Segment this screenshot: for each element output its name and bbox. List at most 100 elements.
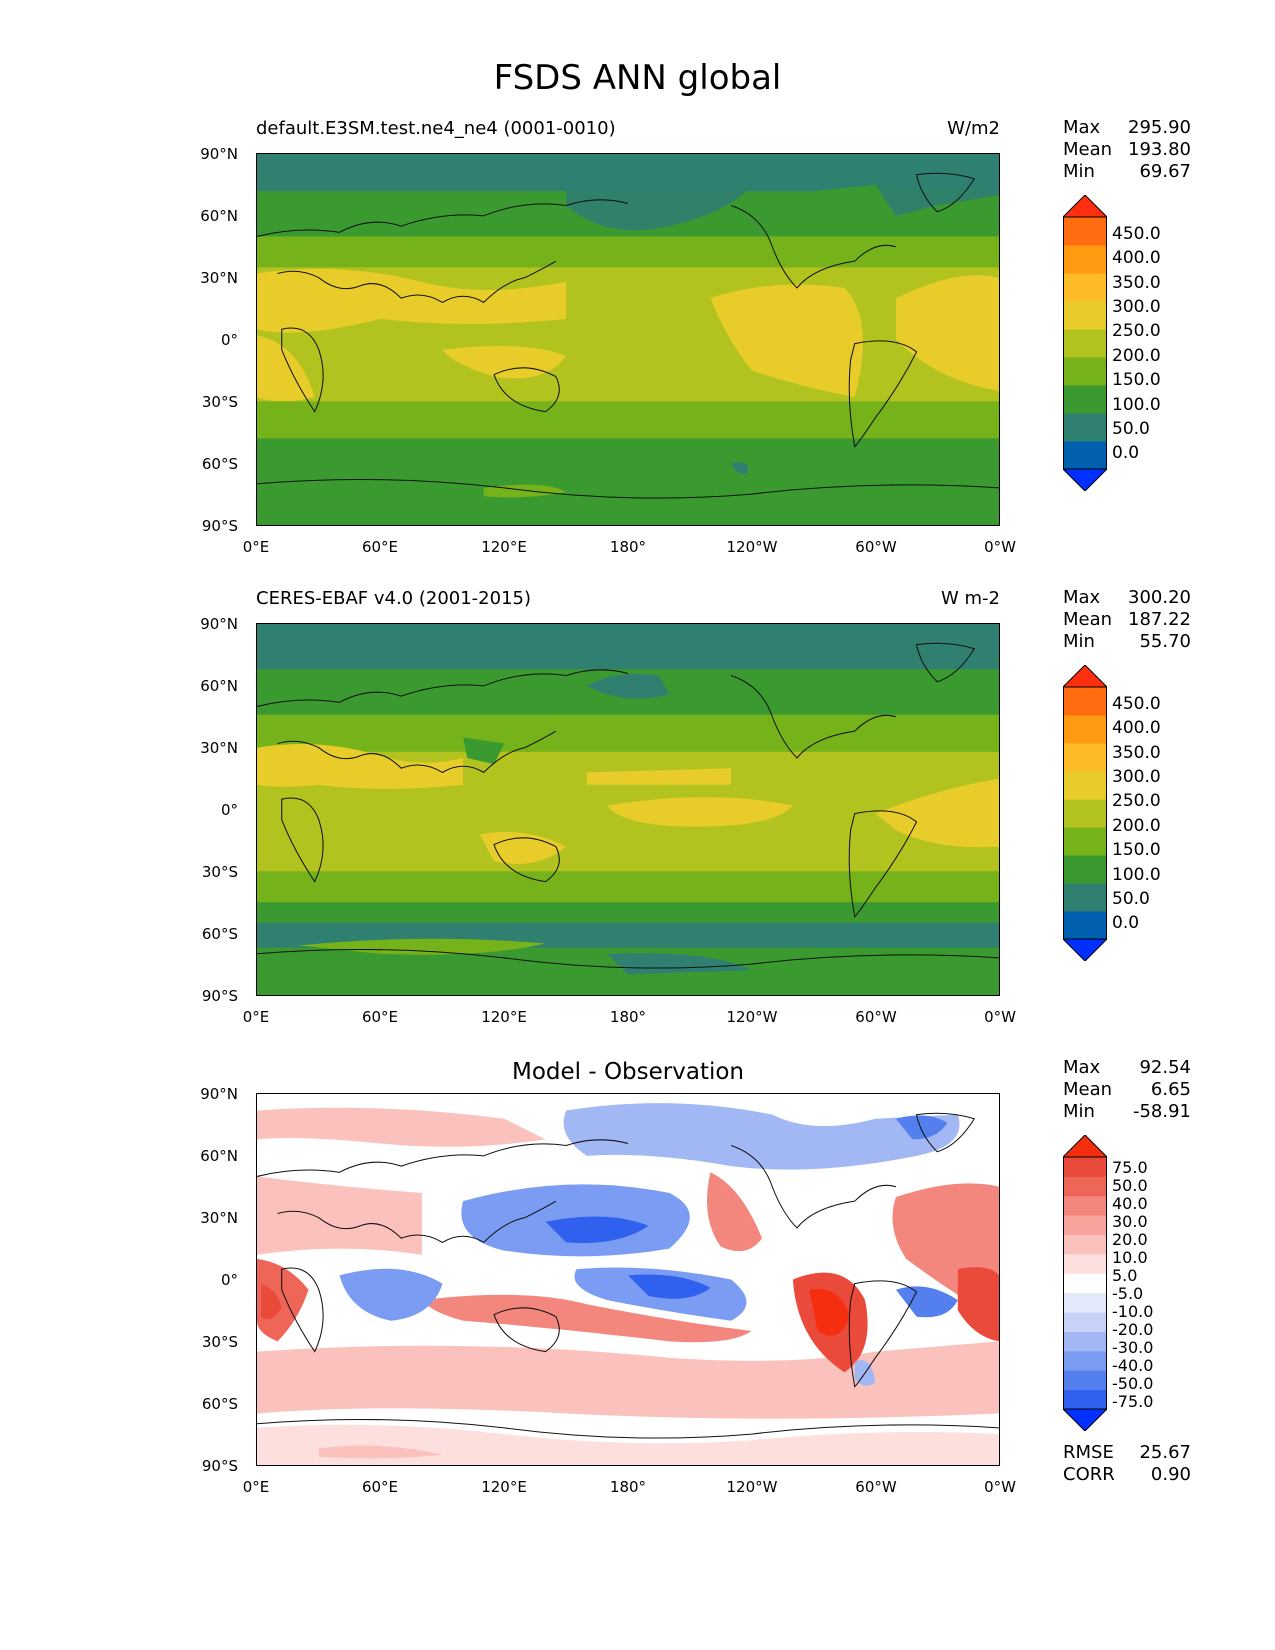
min-value: 55.70 <box>1139 631 1191 652</box>
difference-metrics: RMSE 25.67 CORR 0.90 <box>1063 1442 1191 1486</box>
min-value: 69.67 <box>1139 161 1191 182</box>
lat-tick-label: 60°N <box>200 677 238 695</box>
lat-tick-label: 60°S <box>201 1395 238 1413</box>
colorbar-label: 300.0 <box>1112 297 1161 317</box>
colorbar-level <box>1063 1312 1107 1332</box>
colorbar-level <box>1063 1370 1107 1391</box>
observation-panel: CERES-EBAF v4.0 (2001-2015) W m-2 <box>0 470 1275 1026</box>
colorbar-label: 200.0 <box>1112 816 1161 836</box>
lat-tick-label: 0° <box>220 1271 238 1289</box>
colorbar-level <box>1063 827 1107 856</box>
colorbar-label: 0.0 <box>1112 913 1140 933</box>
difference-colorbar <box>1063 1135 1107 1431</box>
colorbar-level <box>1063 799 1107 828</box>
colorbar-level <box>1063 687 1107 716</box>
colorbar-level <box>1063 413 1107 442</box>
rmse-value: 25.67 <box>1139 1442 1191 1463</box>
lat-tick-label: 30°N <box>200 269 238 287</box>
colorbar-label: 50.0 <box>1112 419 1150 439</box>
colorbar-extend-min <box>1063 1408 1107 1431</box>
colorbar-level <box>1063 1253 1107 1274</box>
max-value: 295.90 <box>1128 117 1191 138</box>
lat-tick-label: 30°S <box>201 863 238 881</box>
colorbar-level <box>1063 1273 1107 1294</box>
lon-tick-label: 60°E <box>361 1008 399 1026</box>
figure-title: FSDS ANN global <box>493 58 782 98</box>
corr-label: CORR <box>1063 1464 1115 1485</box>
lon-tick-label: 120°E <box>481 1008 527 1026</box>
observation-contour-field <box>257 624 999 995</box>
colorbar-label: 5.0 <box>1112 1266 1138 1285</box>
model-stats: Max 295.90 Mean 193.80 Min 69.67 <box>1063 117 1191 183</box>
model-units: W/m2 <box>947 118 1000 139</box>
lon-tick-label: 0°E <box>242 538 270 556</box>
colorbar-level <box>1063 245 1107 274</box>
lon-tick-label: 120°E <box>481 538 527 556</box>
mean-value: 6.65 <box>1150 1079 1191 1100</box>
colorbar-label: 100.0 <box>1112 865 1161 885</box>
colorbar-label: -10.0 <box>1112 1302 1154 1321</box>
corr-value: 0.90 <box>1150 1464 1191 1485</box>
lat-tick-label: 30°N <box>200 1209 238 1227</box>
lat-tick-label: 90°S <box>201 987 238 1005</box>
lat-tick-label: 90°N <box>200 1085 238 1103</box>
colorbar-frame <box>1063 1156 1107 1410</box>
colorbar-label: 50.0 <box>1112 1176 1148 1195</box>
colorbar-label: 450.0 <box>1112 694 1161 714</box>
lon-tick-label: 180° <box>609 1478 647 1496</box>
max-label: Max <box>1063 587 1101 608</box>
lat-tick-label: 60°N <box>200 207 238 225</box>
mean-value: 193.80 <box>1128 139 1191 160</box>
lat-tick-label: 60°S <box>201 925 238 943</box>
lat-tick-label: 30°S <box>201 1333 238 1351</box>
colorbar-extend-max <box>1063 665 1107 688</box>
observation-map <box>256 623 1000 996</box>
lat-tick-label: 0° <box>220 801 238 819</box>
lat-tick-label: 60°S <box>201 455 238 473</box>
lon-tick-label: 180° <box>609 538 647 556</box>
model-panel: default.E3SM.test.ne4_ne4 (0001-0010) W/… <box>0 0 1275 556</box>
colorbar-label: 100.0 <box>1112 395 1161 415</box>
difference-panel: Model - Observation <box>0 940 1275 1496</box>
colorbar-frame <box>1063 686 1107 940</box>
difference-map <box>256 1093 1000 1466</box>
colorbar-label: 50.0 <box>1112 889 1150 909</box>
colorbar-label: 250.0 <box>1112 321 1161 341</box>
colorbar-label: 400.0 <box>1112 248 1161 268</box>
colorbar-label: 30.0 <box>1112 1212 1148 1231</box>
observation-stats: Max 300.20 Mean 187.22 Min 55.70 <box>1063 587 1191 653</box>
colorbar-label: -5.0 <box>1112 1284 1144 1303</box>
min-label: Min <box>1063 1101 1095 1122</box>
colorbar-level <box>1063 385 1107 414</box>
colorbar-level <box>1063 273 1107 302</box>
colorbar-label: -40.0 <box>1112 1356 1154 1375</box>
difference-title: Model - Observation <box>511 1059 745 1085</box>
model-contour-field <box>257 154 999 525</box>
model-map <box>256 153 1000 526</box>
min-label: Min <box>1063 631 1095 652</box>
lon-tick-label: 0°W <box>984 1008 1016 1026</box>
colorbar-label: 350.0 <box>1112 743 1161 763</box>
colorbar-level <box>1063 329 1107 358</box>
colorbar-label: 250.0 <box>1112 791 1161 811</box>
lon-tick-label: 120°W <box>726 1008 778 1026</box>
colorbar-label: 0.0 <box>1112 443 1140 463</box>
lat-tick-label: 0° <box>220 331 238 349</box>
lon-tick-label: 0°W <box>984 538 1016 556</box>
model-title: default.E3SM.test.ne4_ne4 (0001-0010) <box>256 118 616 139</box>
colorbar-label: 200.0 <box>1112 346 1161 366</box>
observation-title: CERES-EBAF v4.0 (2001-2015) <box>256 588 532 609</box>
colorbar-level <box>1063 743 1107 772</box>
colorbar-level <box>1063 715 1107 744</box>
colorbar-label: 400.0 <box>1112 718 1161 738</box>
lon-tick-label: 60°W <box>855 1478 897 1496</box>
lon-tick-label: 60°W <box>855 1008 897 1026</box>
model-coastlines <box>257 172 999 499</box>
lat-tick-label: 90°N <box>200 145 238 163</box>
max-value: 300.20 <box>1128 587 1191 608</box>
max-label: Max <box>1063 1057 1101 1078</box>
model-colorbar <box>1063 195 1107 491</box>
colorbar-extend-max <box>1063 1135 1107 1158</box>
lat-tick-label: 30°N <box>200 739 238 757</box>
difference-contour-field <box>257 1094 999 1465</box>
